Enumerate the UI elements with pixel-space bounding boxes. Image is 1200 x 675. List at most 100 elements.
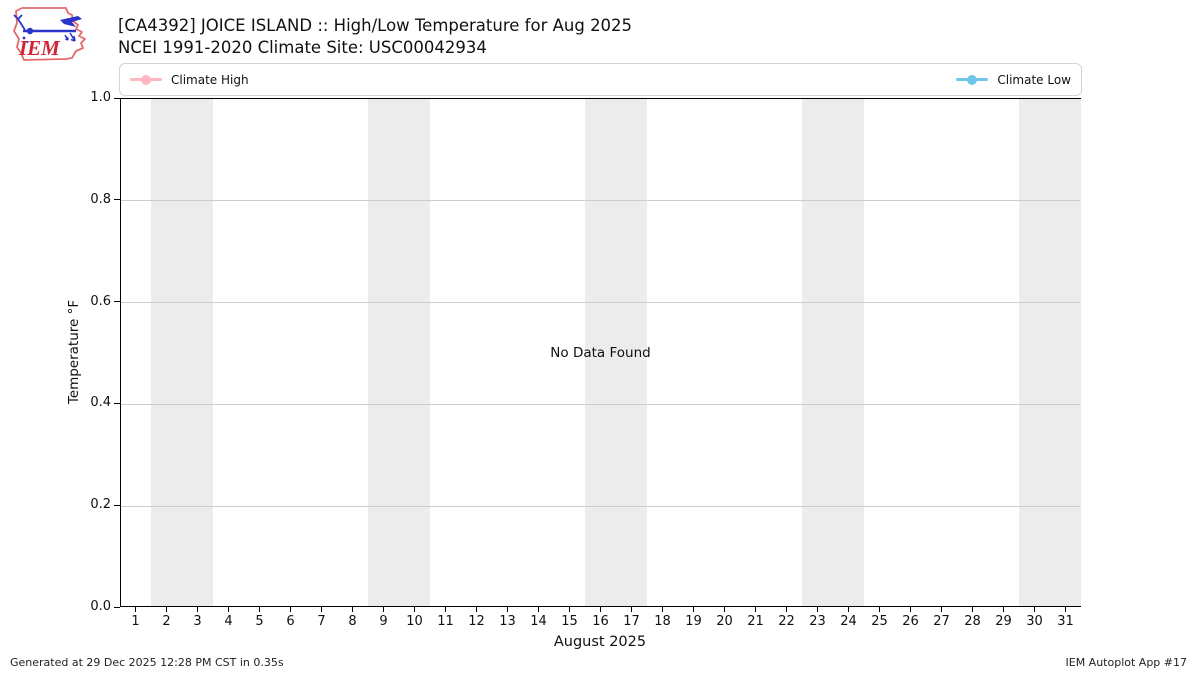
x-tick-label: 28	[964, 614, 981, 629]
x-tick	[1065, 607, 1066, 612]
y-tick-label: 0.4	[90, 395, 111, 411]
chart-subtitle: NCEI 1991-2020 Climate Site: USC00042934	[118, 38, 487, 57]
x-tick-label: 7	[317, 614, 326, 629]
x-tick-label: 29	[995, 614, 1012, 629]
y-tick	[114, 606, 120, 608]
generated-timestamp: Generated at 29 Dec 2025 12:28 PM CST in…	[10, 656, 284, 669]
x-tick-label: 6	[286, 614, 295, 629]
legend: Climate High Climate Low	[119, 63, 1082, 96]
x-tick-label: 4	[224, 614, 233, 629]
x-tick-label: 13	[499, 614, 516, 629]
legend-entry-climate-low: Climate Low	[956, 73, 1071, 87]
x-tick-label: 19	[685, 614, 702, 629]
x-tick-label: 9	[379, 614, 388, 629]
x-tick-label: 17	[623, 614, 640, 629]
gridline	[121, 505, 1080, 507]
x-tick-label: 2	[162, 614, 171, 629]
x-tick	[848, 607, 849, 612]
legend-label-climate-low: Climate Low	[997, 72, 1071, 87]
y-tick	[114, 97, 120, 99]
weekend-band	[585, 99, 647, 606]
y-tick	[114, 402, 120, 404]
x-tick-label: 21	[747, 614, 764, 629]
climate-low-marker-icon	[956, 74, 989, 85]
x-tick-label: 11	[437, 614, 454, 629]
no-data-message: No Data Found	[550, 344, 651, 361]
plot-area: No Data Found	[120, 98, 1081, 607]
x-tick	[1034, 607, 1035, 612]
y-tick-label: 0.2	[90, 497, 111, 513]
x-tick	[135, 607, 136, 612]
x-tick-label: 31	[1057, 614, 1074, 629]
x-tick	[941, 607, 942, 612]
x-tick	[724, 607, 725, 612]
x-tick-label: 8	[348, 614, 357, 629]
weekend-band	[151, 99, 213, 606]
chart-title: [CA4392] JOICE ISLAND :: High/Low Temper…	[118, 16, 633, 35]
x-tick	[290, 607, 291, 612]
x-tick	[352, 607, 353, 612]
x-tick-label: 3	[193, 614, 202, 629]
x-tick-label: 23	[809, 614, 826, 629]
weekend-band	[1019, 99, 1081, 606]
y-tick-label: 0.6	[90, 293, 111, 309]
x-tick	[662, 607, 663, 612]
y-tick-label: 0.0	[90, 599, 111, 614]
x-tick-label: 15	[561, 614, 578, 629]
x-tick-label: 27	[933, 614, 950, 629]
y-tick	[114, 504, 120, 506]
x-tick	[383, 607, 384, 612]
x-tick	[321, 607, 322, 612]
x-tick-label: 25	[871, 614, 888, 629]
app-credit: IEM Autoplot App #17	[1065, 656, 1188, 669]
climate-high-marker-icon	[130, 74, 162, 85]
x-tick	[166, 607, 167, 612]
x-tick	[817, 607, 818, 612]
legend-label-climate-high: Climate High	[171, 72, 249, 87]
weekend-band	[368, 99, 430, 606]
x-tick	[693, 607, 694, 612]
y-tick-label: 1.0	[90, 90, 111, 105]
y-tick-label: 0.8	[90, 191, 111, 207]
x-tick	[879, 607, 880, 612]
x-tick	[569, 607, 570, 612]
x-tick-label: 16	[592, 614, 609, 629]
x-tick	[507, 607, 508, 612]
gridline	[121, 302, 1080, 304]
x-tick	[631, 607, 632, 612]
iem-logo: IEM	[13, 7, 86, 61]
x-tick	[476, 607, 477, 612]
x-tick-label: 18	[654, 614, 671, 629]
x-tick	[259, 607, 260, 612]
x-tick	[445, 607, 446, 612]
x-tick-label: 1	[131, 614, 140, 629]
gridline	[121, 200, 1080, 202]
x-tick	[197, 607, 198, 612]
weathervane-icon	[13, 14, 82, 44]
y-axis-label: Temperature °F	[66, 299, 82, 405]
x-tick	[910, 607, 911, 612]
x-tick	[786, 607, 787, 612]
x-tick-label: 5	[255, 614, 264, 629]
weekend-band	[802, 99, 864, 606]
x-tick	[600, 607, 601, 612]
iem-logo-text: IEM	[18, 36, 61, 60]
x-tick-label: 30	[1026, 614, 1043, 629]
gridline	[121, 403, 1080, 405]
x-tick-label: 26	[902, 614, 919, 629]
x-tick	[228, 607, 229, 612]
y-tick	[114, 301, 120, 303]
x-tick-label: 24	[840, 614, 857, 629]
x-tick-label: 12	[468, 614, 485, 629]
x-tick-label: 14	[530, 614, 547, 629]
x-tick-label: 10	[406, 614, 423, 629]
x-tick	[538, 607, 539, 612]
x-tick-label: 22	[778, 614, 795, 629]
x-axis-label: August 2025	[553, 634, 647, 650]
y-tick	[114, 199, 120, 201]
x-tick-label: 20	[716, 614, 733, 629]
x-tick	[1003, 607, 1004, 612]
x-tick	[414, 607, 415, 612]
chart-title-block: [CA4392] JOICE ISLAND :: High/Low Temper…	[118, 15, 632, 59]
